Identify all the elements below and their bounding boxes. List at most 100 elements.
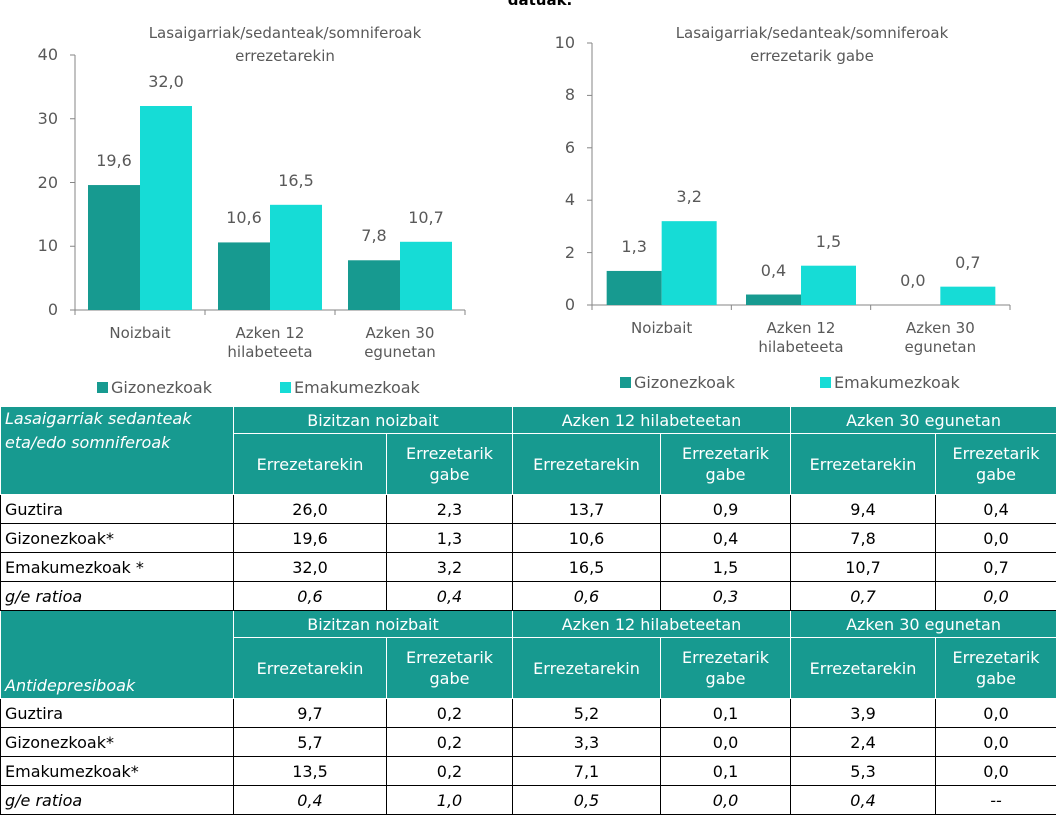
legend-label: Emakumezkoak bbox=[294, 378, 420, 397]
bar bbox=[661, 221, 717, 305]
cell: 0,4 bbox=[935, 494, 1056, 524]
group-header: Azken 30 egunetan bbox=[790, 610, 1056, 638]
legend-swatch bbox=[820, 377, 831, 388]
cell: 0,0 bbox=[935, 698, 1056, 728]
bar bbox=[218, 242, 270, 310]
data-row: Gizonezkoak* 5,7 0,2 3,3 0,0 2,4 0,0 bbox=[0, 727, 1056, 757]
subheader: Errezetarik gabe bbox=[935, 433, 1056, 495]
cell: 0,0 bbox=[935, 581, 1056, 611]
cell: 26,0 bbox=[233, 494, 387, 524]
cell: 0,7 bbox=[790, 581, 937, 611]
cell: 0,4 bbox=[385, 581, 514, 611]
subheader: Errezetarik gabe bbox=[660, 433, 792, 495]
data-row: Emakumezkoak* 13,5 0,2 7,1 0,1 5,3 0,0 bbox=[0, 756, 1056, 786]
bar bbox=[400, 241, 452, 310]
value-label: 3,2 bbox=[676, 187, 702, 207]
cell: 0,0 bbox=[660, 727, 792, 757]
header-row: Lasaigarriak sedanteak eta/edo somnifero… bbox=[0, 406, 1056, 495]
data-table: Lasaigarriak sedanteak eta/edo somnifero… bbox=[0, 406, 1056, 815]
data-row: Guztira 9,7 0,2 5,2 0,1 3,9 0,0 bbox=[0, 698, 1056, 728]
cell: 0,6 bbox=[512, 581, 662, 611]
bar bbox=[606, 270, 662, 305]
cell: -- bbox=[935, 785, 1056, 815]
cell: 1,0 bbox=[385, 785, 514, 815]
row-label: Gizonezkoak* bbox=[0, 727, 234, 757]
value-label: 0,4 bbox=[760, 260, 787, 280]
cell: 0,4 bbox=[233, 785, 387, 815]
bar bbox=[348, 260, 400, 310]
x-tick-label: Azken 30 egunetan bbox=[904, 319, 977, 356]
y-tick-label: 10 bbox=[554, 33, 575, 52]
row-label: Guztira bbox=[0, 494, 234, 524]
cell: 0,0 bbox=[935, 523, 1056, 553]
row-label: Emakumezkoak* bbox=[0, 756, 234, 786]
section-label: Lasaigarriak sedanteak eta/edo somnifero… bbox=[0, 406, 234, 495]
row-label: Emakumezkoak * bbox=[0, 552, 234, 582]
cell: 0,5 bbox=[512, 785, 662, 815]
value-label: 32,0 bbox=[148, 72, 184, 91]
x-tick-label: Azken 12 hilabeteeta bbox=[227, 324, 313, 361]
group-header: Azken 12 hilabeteetan bbox=[512, 610, 792, 638]
cell: 16,5 bbox=[512, 552, 662, 582]
y-tick-label: 8 bbox=[564, 85, 575, 105]
cell: 0,0 bbox=[660, 785, 792, 815]
chart-title: Lasaigarriak/sedanteak/somniferoak errez… bbox=[675, 24, 949, 65]
cell: 0,2 bbox=[385, 756, 514, 786]
subheader: Errezetarik gabe bbox=[660, 637, 792, 699]
subheader-row: Errezetarekin Errezetarik gabe Errezetarek… bbox=[1, 637, 1056, 699]
cell: 3,3 bbox=[512, 727, 662, 757]
cell: 9,4 bbox=[790, 494, 937, 524]
data-row: Gizonezkoak* 19,6 1,3 10,6 0,4 7,8 0,0 bbox=[0, 523, 1056, 553]
cell: 7,8 bbox=[790, 523, 937, 553]
row-label: Guztira bbox=[0, 698, 234, 728]
bar bbox=[140, 106, 192, 310]
cell: 10,6 bbox=[512, 523, 662, 553]
cell: 2,4 bbox=[790, 727, 937, 757]
bar bbox=[88, 185, 140, 310]
cell: 13,5 bbox=[233, 756, 387, 786]
subheader: Errezetarekin bbox=[512, 433, 662, 495]
x-tick-label: Noizbait bbox=[109, 324, 171, 342]
cell: 0,4 bbox=[660, 523, 792, 553]
subheader: Errezetarik gabe bbox=[385, 433, 514, 495]
y-tick-label: 20 bbox=[37, 172, 58, 192]
y-tick-label: 2 bbox=[564, 242, 575, 262]
value-label: 7,8 bbox=[361, 226, 387, 246]
subheader: Errezetarik gabe bbox=[935, 637, 1056, 699]
data-row: g/e ratioa 0,4 1,0 0,5 0,0 0,4 -- bbox=[0, 785, 1056, 815]
cell: 1,3 bbox=[385, 523, 514, 553]
y-tick-label: 10 bbox=[37, 236, 58, 256]
value-label: 0,7 bbox=[955, 252, 981, 272]
cell: 5,2 bbox=[512, 698, 662, 728]
data-row: g/e ratioa 0,6 0,4 0,6 0,3 0,7 0,0 bbox=[0, 581, 1056, 611]
group-header: Azken 12 hilabeteetan bbox=[512, 406, 792, 434]
cell: 32,0 bbox=[233, 552, 387, 582]
legend-label: Gizonezkoak bbox=[634, 373, 735, 392]
page-title: datuak. bbox=[507, 0, 573, 9]
cell: 19,6 bbox=[233, 523, 387, 553]
y-tick-label: 0 bbox=[564, 295, 575, 314]
group-header: Bizitzan noizbait bbox=[232, 406, 514, 434]
cell: 0,3 bbox=[660, 581, 792, 611]
subheader: Errezetarekin bbox=[233, 433, 387, 495]
bar bbox=[801, 265, 856, 305]
cell: 0,2 bbox=[385, 698, 514, 728]
x-tick-label: Azken 30 egunetan bbox=[364, 324, 436, 361]
bar bbox=[270, 204, 322, 310]
bar bbox=[746, 294, 801, 305]
cell: 7,1 bbox=[512, 756, 662, 786]
group-header: Azken 30 egunetan bbox=[790, 406, 1056, 434]
cell: 0,2 bbox=[385, 727, 514, 757]
cell: 10,7 bbox=[790, 552, 937, 582]
section-label: Antidepresiboak bbox=[0, 610, 234, 699]
subheader: Errezetarekin bbox=[233, 637, 387, 699]
y-tick-label: 30 bbox=[37, 108, 58, 128]
value-label: 10,7 bbox=[408, 207, 444, 227]
subheader: Errezetarik gabe bbox=[385, 637, 514, 699]
cell: 3,9 bbox=[790, 698, 937, 728]
row-label: g/e ratioa bbox=[0, 785, 234, 815]
legend-swatch bbox=[97, 382, 108, 393]
legend-swatch bbox=[620, 377, 631, 388]
x-tick-label: Noizbait bbox=[631, 319, 693, 337]
value-label: 1,3 bbox=[621, 236, 647, 256]
